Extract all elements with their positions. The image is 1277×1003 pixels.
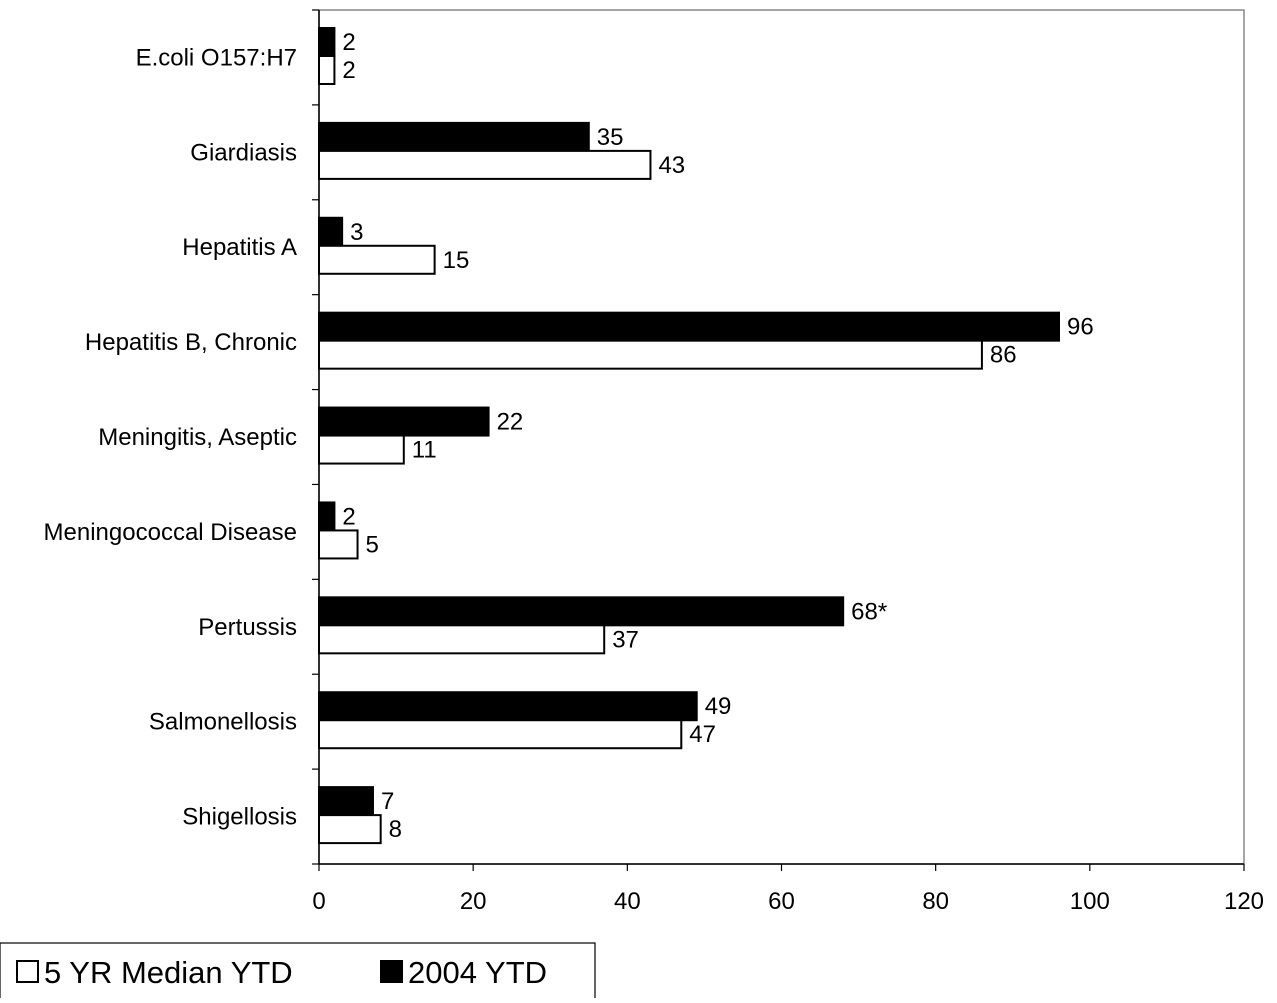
x-tick-label: 120 [1224, 888, 1264, 915]
x-tick-label: 100 [1070, 888, 1110, 915]
legend-label-2004: 2004 YTD [408, 955, 547, 990]
bar-2004-ytd [318, 691, 698, 722]
bar-5yr-median-ytd [318, 814, 382, 845]
bar-5yr-median-ytd [318, 624, 606, 655]
x-tick-label: 60 [768, 888, 795, 915]
bars [318, 27, 1060, 845]
category-label: Meningitis, Aseptic [98, 424, 297, 451]
data-label: 35 [597, 124, 624, 151]
data-label: 96 [1067, 314, 1094, 341]
bar-5yr-median-ytd [318, 244, 436, 275]
bar-2004-ytd [318, 786, 374, 817]
legend-swatch-5yr-median [16, 960, 39, 983]
category-label: Hepatitis A [182, 234, 297, 261]
bar-5yr-median-ytd [318, 719, 683, 750]
x-tick-label: 20 [460, 888, 487, 915]
legend: 5 YR Median YTD 2004 YTD [0, 942, 596, 1003]
data-label: 43 [658, 152, 685, 179]
data-label: 2 [342, 57, 355, 84]
legend-swatch-2004 [380, 960, 403, 983]
bar-2004-ytd [318, 311, 1060, 342]
data-label: 8 [389, 816, 402, 843]
bar-5yr-median-ytd [318, 529, 359, 560]
category-label: Salmonellosis [149, 709, 297, 736]
bar-5yr-median-ytd [318, 149, 652, 180]
bar-2004-ytd [318, 27, 336, 57]
category-label: Giardiasis [190, 139, 297, 166]
bar-2004-ytd [318, 216, 344, 247]
legend-label-5yr-median: 5 YR Median YTD [44, 955, 293, 990]
bar-5yr-median-ytd [318, 339, 983, 370]
data-label: 22 [497, 409, 524, 436]
data-label: 15 [443, 247, 470, 274]
category-label: Meningococcal Disease [44, 519, 297, 546]
category-label: Hepatitis B, Chronic [85, 329, 297, 356]
category-label: Shigellosis [182, 804, 297, 831]
data-label: 7 [381, 788, 394, 815]
legend-box [0, 942, 596, 1003]
data-label: 2 [342, 29, 355, 56]
category-label: E.coli O157:H7 [136, 44, 297, 71]
bar-5yr-median-ytd [318, 434, 405, 465]
x-tick-label: 0 [312, 888, 325, 915]
data-label: 49 [705, 693, 732, 720]
data-label: 11 [412, 437, 437, 464]
data-label: 2 [342, 503, 355, 530]
category-label: Pertussis [198, 614, 297, 641]
x-tick-label: 40 [614, 888, 641, 915]
x-tick-label: 80 [922, 888, 949, 915]
bar-2004-ytd [318, 121, 590, 152]
data-label: 47 [689, 721, 716, 748]
data-label: 37 [612, 626, 639, 653]
bar-2004-ytd [318, 406, 490, 437]
data-label: 5 [366, 531, 379, 558]
axis-ticks [312, 9, 1245, 871]
data-label: 3 [350, 219, 363, 246]
bar-2004-ytd [318, 596, 845, 627]
bar-2004-ytd [318, 501, 336, 532]
bar-5yr-median-ytd [318, 55, 336, 85]
data-label: 68* [851, 598, 887, 625]
data-label: 86 [990, 342, 1017, 369]
